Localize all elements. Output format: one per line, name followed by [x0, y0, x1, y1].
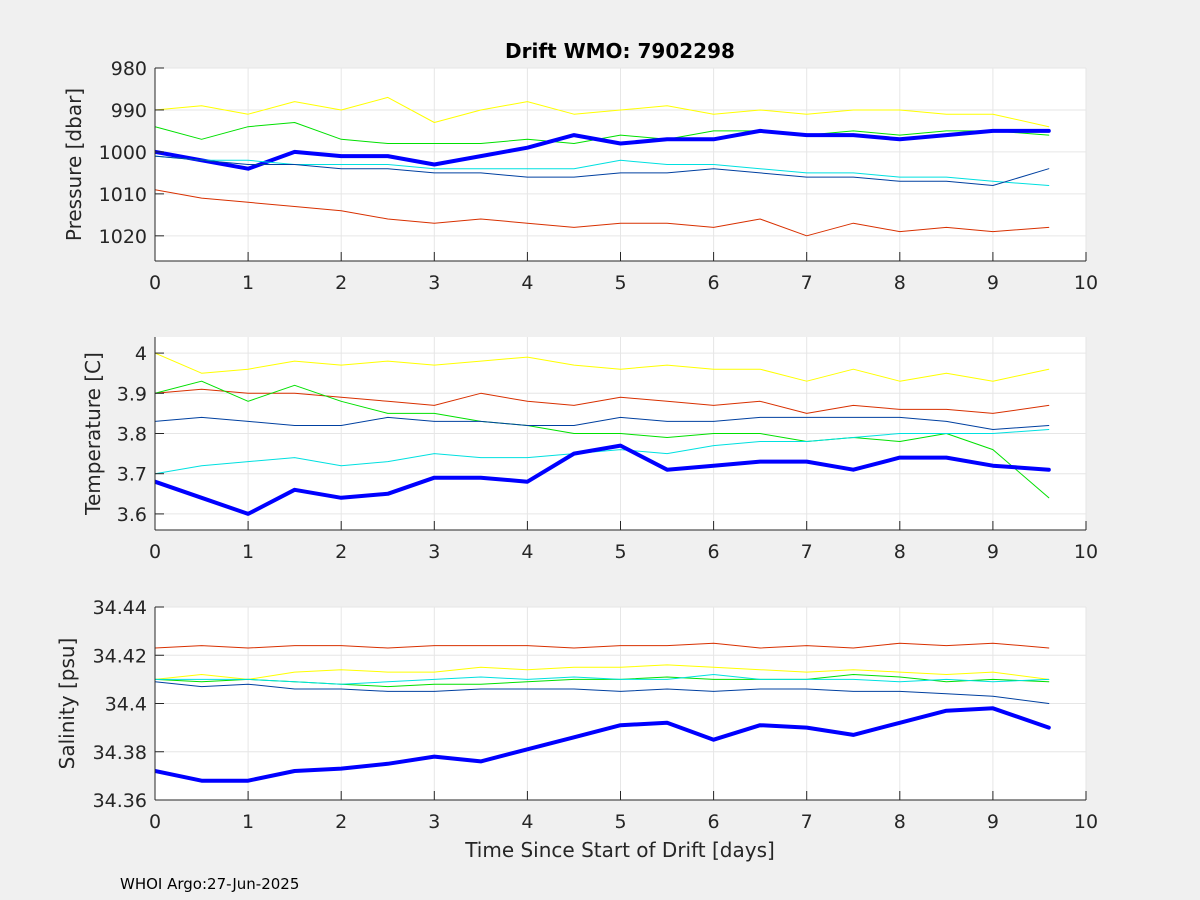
pressure-series-line-1 — [155, 96, 1050, 128]
salinity-x-tick-label: 10 — [1074, 811, 1098, 833]
temperature-x-tick-label: 9 — [987, 541, 999, 563]
salinity-x-tick-label: 9 — [987, 811, 999, 833]
salinity-x-tick-label: 2 — [335, 811, 347, 833]
temperature-y-tick-label: 3.7 — [117, 464, 147, 486]
pressure-x-tick-label: 10 — [1074, 272, 1098, 294]
salinity-x-tick-label: 4 — [521, 811, 533, 833]
pressure-y-tick-label: 980 — [111, 58, 147, 80]
temperature-x-tick-label: 4 — [521, 541, 533, 563]
salinity-y-tick-label: 34.4 — [105, 694, 147, 716]
pressure-panel: 0 1 2 3 4 5 6 7 8 9 10 980 990 1000 1010 1020 Pressure [… — [62, 58, 1098, 294]
temperature-y-tick-label: 4 — [135, 343, 147, 365]
pressure-y-axis-label: Pressure [dbar] — [62, 88, 86, 241]
salinity-series-line-5 — [155, 681, 1050, 704]
salinity-x-tick-label: 6 — [708, 811, 720, 833]
pressure-x-tick-label: 1 — [242, 272, 254, 294]
salinity-x-tick-label: 0 — [149, 811, 161, 833]
salinity-x-tick-label: 1 — [242, 811, 254, 833]
pressure-series-group — [155, 96, 1051, 237]
temperature-y-tick-label: 3.6 — [117, 504, 147, 526]
salinity-x-tick-label: 3 — [428, 811, 440, 833]
pressure-x-tick-label: 2 — [335, 272, 347, 294]
pressure-x-tick-label: 3 — [428, 272, 440, 294]
temperature-series-group — [155, 352, 1051, 516]
temperature-series-line-2 — [155, 388, 1050, 414]
temperature-x-tick-label: 2 — [335, 541, 347, 563]
salinity-x-tick-label: 5 — [614, 811, 626, 833]
temperature-series-line-4 — [155, 416, 1050, 430]
pressure-x-tick-label: 5 — [614, 272, 626, 294]
salinity-panel: 0 1 2 3 4 5 6 7 8 9 10 34.36 34.38 34.4 34.42 34.44 Sali… — [55, 597, 1098, 833]
pressure-x-tick-label: 6 — [708, 272, 720, 294]
pressure-x-tick-label: 9 — [987, 272, 999, 294]
salinity-series-line-4 — [155, 674, 1050, 685]
salinity-y-tick-label: 34.38 — [93, 742, 147, 764]
temperature-panel: 0 1 2 3 4 5 6 7 8 9 10 3.6 3.7 3.8 3.9 4 Temperature [C] — [81, 337, 1098, 563]
salinity-y-tick-label: 34.42 — [93, 645, 147, 667]
pressure-y-tick-label: 1000 — [99, 142, 147, 164]
temperature-series-line-3 — [155, 380, 1050, 499]
temperature-x-tick-label: 8 — [894, 541, 906, 563]
salinity-x-tick-label: 7 — [801, 811, 813, 833]
temperature-y-tick-label: 3.9 — [117, 383, 147, 405]
temperature-x-tick-label: 7 — [801, 541, 813, 563]
pressure-y-tick-label: 1020 — [99, 226, 147, 248]
salinity-y-tick-label: 34.36 — [93, 790, 147, 812]
temperature-y-axis-label: Temperature [C] — [81, 352, 105, 516]
pressure-series-line-6 — [155, 189, 1050, 237]
salinity-series-line-2 — [155, 664, 1050, 680]
salinity-x-tick-label: 8 — [894, 811, 906, 833]
salinity-y-axis-label: Salinity [psu] — [55, 638, 79, 770]
pressure-x-tick-label: 4 — [521, 272, 533, 294]
pressure-x-tick-label: 7 — [801, 272, 813, 294]
temperature-series-line-1 — [155, 352, 1050, 382]
pressure-x-tick-label: 8 — [894, 272, 906, 294]
salinity-series-line-1 — [155, 642, 1050, 649]
figure-title: Drift WMO: 7902298 — [505, 39, 735, 63]
temperature-x-tick-label: 10 — [1074, 541, 1098, 563]
footer-credit: WHOI Argo:27-Jun-2025 — [120, 875, 299, 893]
pressure-series-line-4 — [155, 155, 1050, 186]
temperature-y-tick-label: 3.8 — [117, 424, 147, 446]
pressure-y-tick-label: 1010 — [99, 184, 147, 206]
temperature-x-tick-label: 5 — [614, 541, 626, 563]
temperature-x-tick-label: 0 — [149, 541, 161, 563]
pressure-y-tick-label: 990 — [111, 100, 147, 122]
salinity-series-line-6 — [155, 706, 1051, 783]
temperature-x-tick-label: 6 — [708, 541, 720, 563]
x-axis-label: Time Since Start of Drift [days] — [464, 838, 775, 862]
salinity-series-group — [155, 642, 1051, 783]
pressure-series-line-3 — [155, 128, 1051, 171]
temperature-x-tick-label: 1 — [242, 541, 254, 563]
salinity-y-tick-label: 34.44 — [93, 597, 147, 619]
temperature-series-line-6 — [155, 443, 1051, 516]
temperature-x-tick-label: 3 — [428, 541, 440, 563]
pressure-x-tick-label: 0 — [149, 272, 161, 294]
pressure-series-line-5 — [155, 155, 1050, 186]
